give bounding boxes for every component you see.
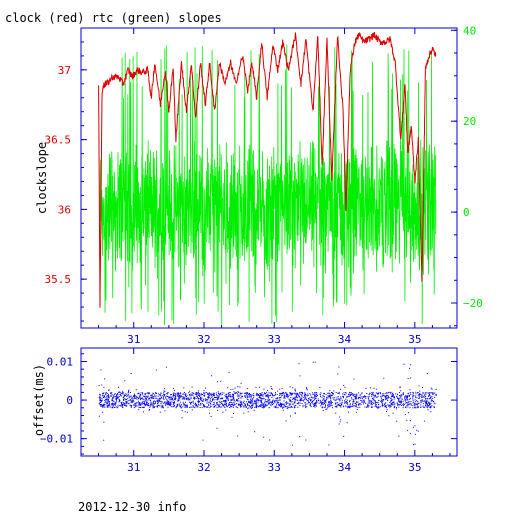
clock-line [98,31,437,308]
left-y-tick-label: 37 [58,64,71,77]
x-tick-label: 34 [338,461,352,474]
top-plot-frame [80,27,458,329]
right-y-tick-label: 20 [463,115,476,128]
rtc-series [99,44,437,326]
x-tick-label: 32 [197,333,210,346]
offset-series [98,361,437,446]
clock-slope-panel: 31 32 33 34 35 35.5 36 36.5 37 −20 0 20 40 clocksl… [35,24,483,346]
x-tick-label: 35 [408,461,421,474]
x-tick-label: 33 [268,333,281,346]
top-y-axis-label: clockslope [35,142,49,214]
top-right-y-axis-ticks: −20 0 20 40 [451,24,483,327]
top-left-y-axis-ticks: 35.5 36 36.5 37 [45,41,87,322]
x-tick-label: 31 [127,461,140,474]
right-y-tick-label: 0 [463,206,470,219]
rtc-line [99,44,437,326]
chart-title: clock (red) rtc (green) slopes [5,11,222,25]
x-tick-label: 35 [408,333,421,346]
bottom-y-axis-label: offset(ms) [32,364,46,436]
left-y-tick-label: 36 [58,203,71,216]
x-tick-label: 31 [127,333,140,346]
y-tick-label: −0.01 [40,433,73,446]
bottom-x-axis-ticks: 31 32 33 34 35 [98,348,451,474]
right-y-tick-label: −20 [463,297,483,310]
right-y-tick-label: 40 [463,24,476,37]
footer-caption: 2012-12-30 info [78,500,186,512]
x-tick-label: 33 [268,461,281,474]
bottom-y-axis-ticks: −0.01 0 0.01 [40,353,457,455]
clock-series [98,31,437,308]
offset-panel: 31 32 33 34 35 −0.01 0 0.01 offset(ms) [32,347,458,474]
x-tick-label: 32 [197,461,210,474]
offset-points [98,361,437,446]
left-y-tick-label: 36.5 [45,134,72,147]
bottom-plot-frame [80,347,458,457]
y-tick-label: 0 [66,394,73,407]
x-tick-label: 34 [338,333,352,346]
left-y-tick-label: 35.5 [45,273,72,286]
y-tick-label: 0.01 [47,356,74,369]
top-x-axis-ticks: 31 32 33 34 35 [98,28,451,346]
